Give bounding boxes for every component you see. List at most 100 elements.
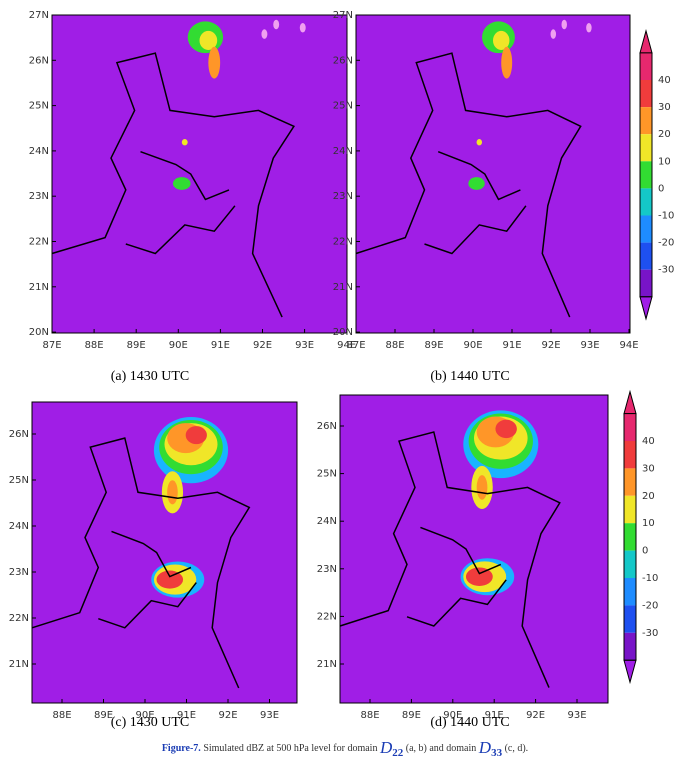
- y-tick-label: 22N: [317, 611, 337, 622]
- map-panel: 26N 25N 24N 23N 22N 21N 88E 89E 90E 91E 92E 93E (c) …: [9, 401, 298, 730]
- map-panel: 26N 25N 24N 23N 22N 21N 88E 89E 90E 91E 92E 93E (d) …: [317, 394, 609, 730]
- x-tick-label: 90E: [169, 340, 188, 351]
- boundary: [98, 582, 197, 629]
- y-tick-label: 26N: [317, 421, 337, 432]
- colorbar-frame: [639, 52, 653, 298]
- x-tick-label: 92E: [526, 710, 545, 721]
- y-tick-label: 21N: [9, 659, 29, 670]
- storm-cell: [501, 46, 513, 79]
- colorbar-label: -10: [642, 573, 658, 584]
- y-tick-label: 22N: [9, 613, 29, 624]
- x-tick-label: 94E: [619, 340, 638, 351]
- colorbar-label: -30: [658, 265, 674, 276]
- subscript: 22: [392, 747, 404, 759]
- colorbar-label: -20: [642, 600, 658, 611]
- x-tick-label: 92E: [541, 340, 560, 351]
- colorbar-segment: [640, 52, 652, 80]
- symbol: D: [478, 738, 492, 757]
- map-panel: 27N 26N 25N 24N 23N 22N 21N 20N 87E 88E 89E 90E 91E 9…: [333, 10, 639, 384]
- storm-cell: [199, 30, 218, 50]
- x-tick-label: 91E: [211, 340, 230, 351]
- colorbar-tip: [639, 28, 653, 54]
- colorbar-segment: [640, 80, 652, 108]
- colorbar-segment: [624, 632, 636, 661]
- x-tick-label: 91E: [485, 710, 504, 721]
- x-tick-label: 88E: [360, 710, 379, 721]
- colorbar-tip: [623, 659, 637, 685]
- colorbar-segment: [624, 468, 636, 496]
- y-tick-label: 24N: [317, 516, 337, 527]
- colorbar-label: 20: [642, 491, 655, 502]
- colorbar-segment: [624, 413, 636, 441]
- storm-cell: [181, 139, 188, 146]
- panel-caption: (d) 1440 UTC: [430, 715, 509, 730]
- map-background: [356, 15, 630, 333]
- y-tick-label: 22N: [29, 237, 49, 248]
- panel-caption: (c) 1430 UTC: [111, 715, 190, 730]
- y-tick-label: 22N: [333, 237, 353, 248]
- y-tick-label: 27N: [29, 10, 49, 21]
- boundary: [31, 437, 251, 689]
- colorbar-segment: [640, 161, 652, 189]
- storm-cell: [156, 570, 184, 589]
- y-tick-label: 23N: [333, 191, 353, 202]
- colorbar-tip: [623, 389, 637, 415]
- y-tick-label: 26N: [29, 55, 49, 66]
- colorbar-segment: [640, 215, 652, 243]
- y-tick-label: 20N: [333, 327, 353, 338]
- y-tick-label: 25N: [29, 101, 49, 112]
- caption-text: (a, b) and domain: [406, 743, 477, 754]
- y-tick-label: 27N: [333, 10, 353, 21]
- colorbar-segment: [624, 605, 636, 633]
- storm-cell: [586, 22, 592, 33]
- caption-label: Figure-7.: [162, 743, 201, 754]
- x-tick-label: 90E: [443, 710, 462, 721]
- boundary: [140, 150, 230, 201]
- boundary: [111, 530, 192, 578]
- map-frame: [355, 14, 631, 334]
- x-tick-label: 90E: [463, 340, 482, 351]
- y-tick-label: 24N: [333, 146, 353, 157]
- x-tick-label: 88E: [85, 340, 104, 351]
- boundary: [437, 151, 521, 201]
- colorbar: 40 30 20 10 0 -10 -20 -30: [639, 28, 674, 321]
- symbol: D: [379, 738, 393, 757]
- storm-cell: [208, 46, 221, 79]
- storm-cell: [465, 567, 493, 586]
- colorbar-label: 0: [658, 183, 664, 194]
- storm-cell: [495, 419, 517, 439]
- x-tick-label: 92E: [218, 710, 237, 721]
- y-tick-label: 26N: [9, 429, 29, 440]
- map-frame: [31, 401, 298, 704]
- x-tick-label: 88E: [385, 340, 404, 351]
- y-tick-label: 21N: [317, 659, 337, 670]
- x-tick-label: 89E: [127, 340, 146, 351]
- y-tick-label: 25N: [333, 101, 353, 112]
- colorbar-segment: [640, 107, 652, 135]
- colorbar-segment: [624, 441, 636, 469]
- x-tick-label: 92E: [253, 340, 272, 351]
- y-tick-label: 21N: [333, 282, 353, 293]
- colorbar-segment: [640, 269, 652, 297]
- colorbar-label: -20: [658, 238, 674, 249]
- y-tick-label: 25N: [9, 475, 29, 486]
- colorbar: 40 30 20 10 0 -10 -20 -30: [623, 389, 658, 685]
- colorbar-segment: [640, 242, 652, 270]
- colorbar-segment: [624, 550, 636, 578]
- figure-caption: Figure-7. Simulated dBZ at 500 hPa level…: [162, 738, 528, 759]
- y-tick-label: 21N: [29, 282, 49, 293]
- boundary: [424, 205, 527, 255]
- storm-cell: [273, 19, 280, 30]
- storm-cell: [172, 177, 191, 190]
- subscript: 33: [491, 747, 503, 759]
- y-tick-label: 24N: [29, 146, 49, 157]
- storm-cell: [476, 475, 488, 500]
- map-frame: [51, 14, 348, 334]
- colorbar-frame: [623, 413, 637, 661]
- y-tick-label: 20N: [29, 327, 49, 338]
- colorbar-segment: [624, 495, 636, 524]
- colorbar-segment: [640, 188, 652, 216]
- y-tick-label: 23N: [9, 567, 29, 578]
- map-panel: 27N 26N 25N 24N 23N 22N 21N 20N 87E 88E 89E 90E 91E 9…: [29, 10, 356, 384]
